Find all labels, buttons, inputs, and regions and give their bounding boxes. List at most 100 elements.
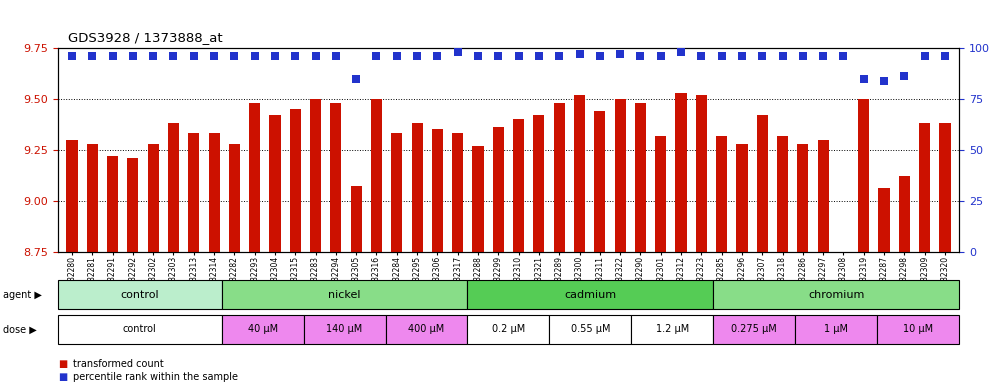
Bar [411,123,422,252]
Point [531,53,547,59]
Text: chromium: chromium [808,290,865,300]
Text: agent ▶: agent ▶ [3,290,42,300]
Point [349,76,365,82]
Point [632,53,648,59]
Text: cadmium: cadmium [565,290,617,300]
Bar [675,93,686,252]
Point [124,53,140,59]
Point [592,53,608,59]
Bar [713,315,795,344]
Point [105,53,121,59]
Text: ■: ■ [58,359,67,369]
Point [186,53,202,59]
Text: dose ▶: dose ▶ [3,324,37,334]
Bar [574,95,585,252]
Point [856,76,872,82]
Point [287,53,303,59]
Bar [331,103,342,252]
Text: 0.275 μM: 0.275 μM [731,324,777,334]
Bar [696,95,707,252]
Text: 40 μM: 40 μM [248,324,278,334]
Bar [878,189,889,252]
Text: 1.2 μM: 1.2 μM [655,324,689,334]
Bar [168,123,179,252]
Bar [290,109,301,252]
Bar [513,119,524,252]
Text: 400 μM: 400 μM [408,324,444,334]
Point [876,78,892,84]
Text: ■: ■ [58,372,67,382]
Point [734,53,750,59]
Bar [467,315,550,344]
Text: control: control [121,290,159,300]
Point [247,53,263,59]
Bar [188,134,199,252]
Point [409,53,425,59]
Point [795,53,811,59]
Bar [472,146,484,252]
Bar [58,315,222,344]
Point [613,51,628,57]
Text: 10 μM: 10 μM [903,324,933,334]
Text: transformed count: transformed count [73,359,163,369]
Bar [67,139,78,252]
Point [369,53,384,59]
Point [308,53,324,59]
Bar [795,315,877,344]
Bar [713,280,959,309]
Point [450,49,466,55]
Point [267,53,283,59]
Point [429,53,445,59]
Point [551,53,567,59]
Bar [452,134,463,252]
Bar [716,136,727,252]
Point [916,53,932,59]
Point [673,49,689,55]
Point [145,53,161,59]
Point [64,53,80,59]
Bar [877,315,959,344]
Point [470,53,486,59]
Bar [107,156,119,252]
Bar [595,111,606,252]
Point [226,53,242,59]
Bar [222,315,304,344]
Bar [493,127,504,252]
Point [693,53,709,59]
Bar [919,123,930,252]
Bar [634,103,646,252]
Bar [939,123,950,252]
Bar [777,136,788,252]
Bar [550,315,631,344]
Point [714,53,730,59]
Text: control: control [123,324,156,334]
Bar [87,144,98,252]
Bar [838,252,849,256]
Bar [533,115,545,252]
Point [572,51,588,57]
Bar [127,158,138,252]
Bar [147,144,158,252]
Bar [655,136,666,252]
Bar [432,129,443,252]
Point [388,53,404,59]
Text: percentile rank within the sample: percentile rank within the sample [73,372,238,382]
Bar [58,280,222,309]
Bar [351,186,362,252]
Bar [757,115,768,252]
Text: 1 μM: 1 μM [825,324,849,334]
Point [165,53,181,59]
Text: GDS3928 / 1373888_at: GDS3928 / 1373888_at [68,31,222,44]
Bar [467,280,713,309]
Point [652,53,668,59]
Bar [222,280,467,309]
Bar [371,99,382,252]
Point [490,53,506,59]
Point [775,53,791,59]
Bar [615,99,625,252]
Bar [797,144,809,252]
Bar [310,99,321,252]
Point [815,53,831,59]
Bar [898,176,910,252]
Bar [269,115,281,252]
